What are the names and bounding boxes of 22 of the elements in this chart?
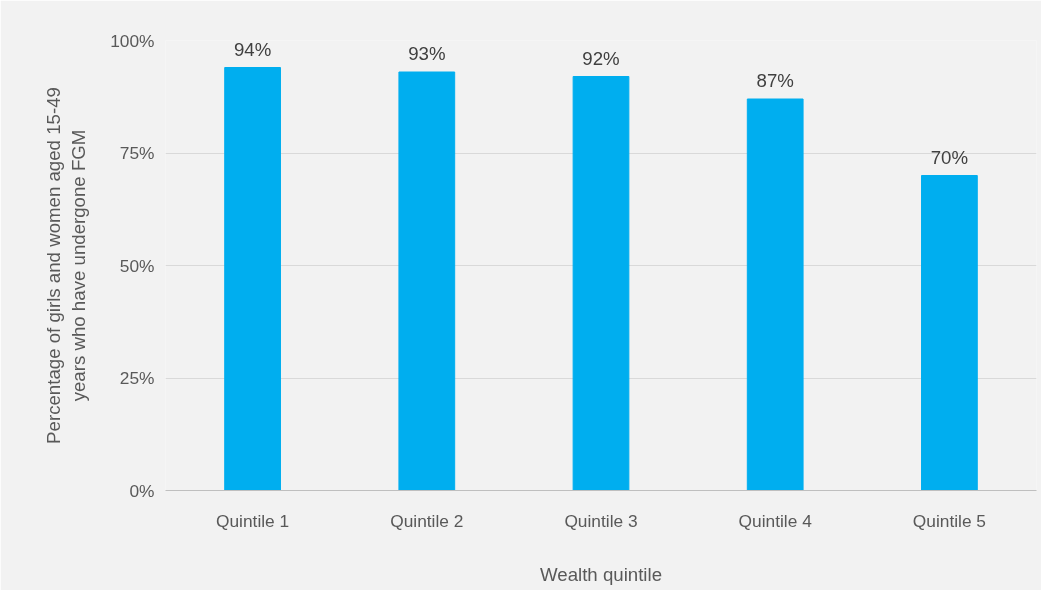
bar <box>921 175 978 491</box>
bar <box>746 98 804 491</box>
y-tick-label: 0% <box>129 480 155 501</box>
x-tick-label: Quintile 1 <box>216 510 290 531</box>
y-axis-title: Percentage of girls and women aged 15-49 years who have undergone FGM <box>42 87 90 444</box>
data-label: 93% <box>408 43 446 64</box>
x-tick-label: Quintile 5 <box>912 510 987 531</box>
x-axis-title: Wealth quintile <box>539 563 663 585</box>
x-tick-label: Quintile 3 <box>564 510 638 531</box>
bar <box>572 76 630 491</box>
data-label: 70% <box>930 146 969 168</box>
bar <box>224 67 281 491</box>
x-tick-label: Quintile 4 <box>738 510 813 531</box>
y-tick-label: 100% <box>110 30 155 51</box>
data-label: 87% <box>756 70 794 91</box>
y-tick-label: 25% <box>119 368 155 388</box>
data-label: 94% <box>233 38 272 60</box>
data-label: 92% <box>582 47 620 69</box>
x-tick-label: Quintile 2 <box>390 510 464 531</box>
y-tick-label: 75% <box>119 143 155 163</box>
y-tick-label: 50% <box>119 255 155 276</box>
bar <box>398 71 456 491</box>
